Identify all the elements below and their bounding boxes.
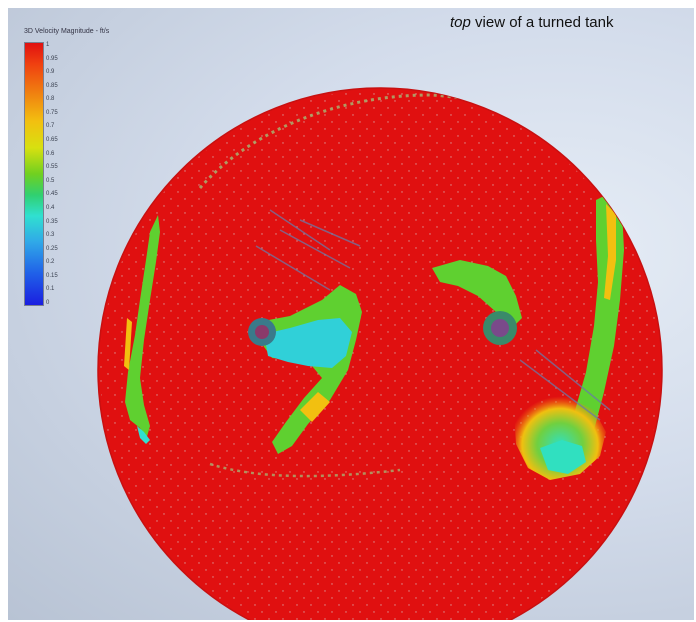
legend-tick-label: 0.4 (46, 204, 55, 211)
legend-color-bar (24, 42, 44, 306)
velocity-plot (97, 87, 663, 620)
legend-tick-label: 0.6 (46, 150, 55, 157)
simulation-viewport[interactable]: 3D Velocity Magnitude - ft/s 1 0.95 0.9 0.8… (8, 8, 694, 620)
left-wall-strip (125, 215, 160, 440)
legend-tick-label: 0.25 (46, 245, 58, 252)
legend-tick-label: 0.55 (46, 164, 58, 171)
legend-tick-label: 0.5 (46, 177, 55, 184)
legend-tick-label: 0.75 (46, 109, 58, 116)
legend-tick-label: 0.7 (46, 123, 55, 130)
left-vortex-yellow (300, 392, 330, 422)
legend-tick-label: 1 (46, 42, 50, 48)
legend-tick-labels: 1 0.95 0.9 0.85 0.8 0.75 0.7 0.65 0.6 0.55 0.5 0.45… (46, 42, 106, 306)
left-vortex-core (264, 318, 352, 368)
caption-text: view of a turned tank (470, 14, 614, 31)
legend-tick-label: 0.1 (46, 286, 55, 293)
legend-tick-label: 0.45 (46, 191, 58, 198)
legend-tick-label: 0.2 (46, 259, 55, 266)
legend-tick-label: 0.85 (46, 82, 58, 89)
caption-emphasis: top (450, 14, 471, 31)
legend-tick-label: 0.8 (46, 96, 55, 103)
left-wall-strip-yellow (124, 318, 132, 370)
legend-title: 3D Velocity Magnitude - ft/s (24, 28, 110, 35)
legend-tick-label: 0.3 (46, 232, 55, 239)
right-wall-strip-yellow (604, 204, 616, 300)
view-caption: top view of a turned tank (450, 14, 613, 31)
left-wall-strip-cyan (137, 426, 150, 444)
legend-tick-label: 0 (46, 300, 50, 306)
vector-field (100, 90, 660, 620)
right-wall-strip (556, 192, 624, 470)
legend-tick-label: 0.9 (46, 69, 55, 76)
legend-tick-label: 0.15 (46, 272, 58, 279)
right-wake-core (540, 440, 586, 474)
legend-tick-label: 0.35 (46, 218, 58, 225)
center-vortex-region (432, 260, 522, 326)
legend-tick-label: 0.65 (46, 137, 58, 144)
streak-lines (255, 209, 611, 421)
legend-tick-label: 0.95 (46, 55, 58, 62)
color-legend: 3D Velocity Magnitude - ft/s 1 0.95 0.9 0.8… (24, 28, 194, 308)
